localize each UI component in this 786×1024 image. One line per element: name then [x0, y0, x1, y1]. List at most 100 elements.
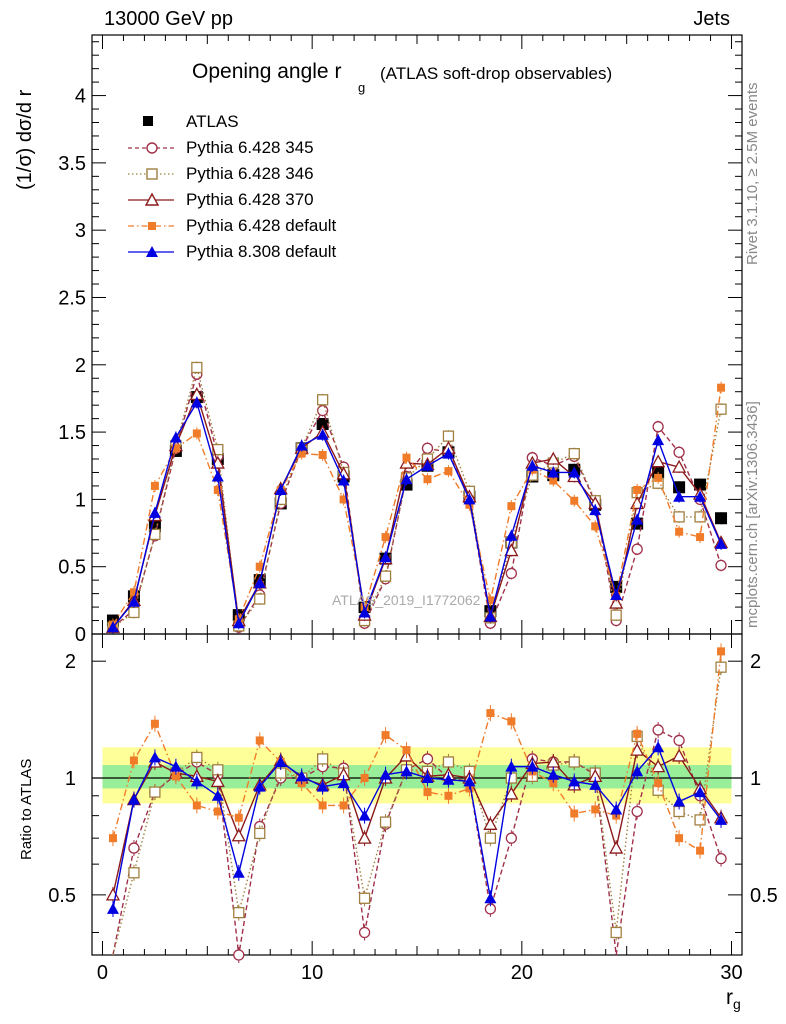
ratio-data-point	[591, 805, 600, 814]
data-point	[213, 485, 222, 494]
data-point	[673, 446, 685, 458]
ratio-data-point	[654, 779, 663, 788]
ratio-data-point	[483, 816, 498, 830]
ratio-series-line	[112, 745, 722, 910]
data-point	[631, 543, 643, 555]
x-tick-label: 10	[301, 962, 323, 984]
ratio-data-point	[630, 742, 645, 756]
data-point	[589, 504, 602, 516]
ratio-data-point	[232, 866, 245, 878]
legend-marker-pythia-8308-default	[128, 246, 174, 257]
ratio-data-point	[463, 775, 476, 787]
ratio-data-point	[421, 753, 434, 765]
data-point	[547, 466, 560, 478]
ratio-data-point	[526, 760, 539, 772]
ratio-data-point	[149, 786, 161, 798]
ratio-data-point	[213, 807, 222, 816]
ratio-data-point	[148, 751, 161, 763]
ratio-data-point	[652, 741, 665, 753]
legend-label: ATLAS	[186, 112, 239, 131]
plot-title: Opening angle r	[192, 60, 342, 83]
data-point	[402, 453, 411, 462]
ratio-data-point	[609, 840, 624, 854]
ratio-data-point	[379, 768, 392, 780]
legend-label: Pythia 6.428 346	[186, 164, 314, 183]
series-line	[112, 400, 722, 628]
ratio-data-point	[212, 764, 224, 776]
legend-label: Pythia 6.428 default	[186, 216, 337, 235]
data-point	[633, 485, 642, 494]
ratio-y-axis-label: Ratio to ATLAS	[18, 758, 35, 860]
legend-entry-pythia-6428-346: Pythia 6.428 346	[128, 162, 388, 186]
data-point	[654, 473, 663, 482]
data-point	[421, 459, 434, 471]
series-pythia-8-308-default	[106, 396, 728, 634]
ratio-data-point	[357, 830, 372, 844]
ratio-data-point	[444, 791, 453, 800]
data-point	[717, 383, 726, 392]
ratio-data-point	[673, 795, 686, 807]
data-point	[253, 576, 266, 588]
main-panel-series	[105, 361, 729, 634]
x-tick-label: 0	[97, 962, 108, 984]
ratio-data-point	[318, 801, 327, 810]
ratio-data-point	[652, 724, 664, 736]
data-point	[129, 588, 138, 597]
ratio-data-point	[675, 834, 684, 843]
ratio-panel-series	[105, 643, 729, 963]
data-point	[568, 447, 580, 460]
data-point	[148, 506, 161, 518]
data-point	[568, 466, 581, 478]
ratio-data-point	[150, 719, 159, 728]
ratio-data-point	[694, 814, 706, 826]
ratio-data-point	[402, 746, 411, 755]
ratio-data-point	[672, 748, 687, 762]
ratio-data-point	[421, 772, 434, 784]
data-point	[400, 473, 413, 485]
ratio-data-point	[231, 828, 246, 842]
ratio-series-line	[112, 667, 722, 956]
ratio-data-point	[316, 780, 329, 792]
ratio-data-point	[254, 827, 266, 840]
ratio-data-point	[379, 816, 392, 828]
y-tick-label: 3	[75, 220, 86, 242]
ratio-data-point	[484, 832, 497, 844]
x-tick-label: 30	[720, 962, 742, 984]
legend-marker-pythia-6428-346	[128, 168, 174, 180]
y-tick-label: 3.5	[58, 153, 86, 175]
data-point	[232, 617, 245, 629]
ratio-data-point	[610, 926, 622, 939]
data-point	[442, 430, 455, 442]
data-point	[128, 606, 140, 619]
ratio-data-point	[715, 813, 728, 825]
data-point	[379, 570, 392, 582]
data-point	[358, 606, 371, 618]
header-energy-label: 13000 GeV pp	[104, 8, 233, 30]
series-line	[112, 364, 722, 628]
data-point	[591, 522, 600, 531]
ratio-data-point	[211, 789, 224, 801]
ratio-data-point	[486, 709, 495, 718]
ratio-data-point	[505, 760, 518, 772]
data-point	[211, 470, 224, 482]
data-point	[423, 475, 432, 484]
data-point	[526, 459, 539, 471]
ratio-data-point	[568, 775, 581, 787]
legend-label: Pythia 8.308 default	[186, 242, 337, 261]
data-point	[694, 511, 706, 523]
analysis-watermark: ATLAS_2019_I1772062	[332, 592, 481, 608]
ratio-data-point	[255, 736, 264, 745]
data-point	[191, 361, 203, 374]
ratio-data-point	[127, 793, 140, 805]
legend-entry-pythia-6428-default: Pythia 6.428 default	[128, 214, 388, 238]
y-tick-label: 0.5	[58, 557, 86, 579]
series-line	[112, 392, 722, 628]
data-point	[316, 394, 329, 406]
y-tick-label: 2.5	[58, 287, 86, 309]
data-point	[570, 496, 579, 505]
ratio-data-point	[358, 892, 371, 904]
ratio-data-point	[694, 786, 707, 798]
data-point	[190, 396, 203, 408]
ratio-data-point	[169, 760, 182, 772]
ratio-data-point	[715, 661, 727, 673]
